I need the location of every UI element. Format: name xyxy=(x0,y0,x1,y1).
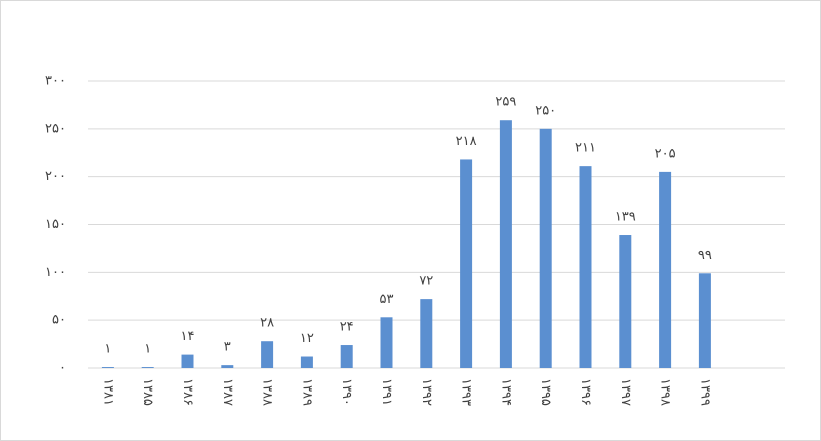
value-label: ۱۴ xyxy=(181,329,195,344)
x-tick-label: ۱۳۹۳ xyxy=(459,378,474,406)
value-label: ۲۱۱ xyxy=(575,141,596,156)
value-label: ۲۴ xyxy=(340,320,354,335)
value-label: ۲۵۹ xyxy=(495,95,516,110)
x-tick-label: ۱۳۹۴ xyxy=(498,378,513,406)
value-label: ۱۳۹ xyxy=(615,210,636,225)
x-tick-label: ۱۳۹۱ xyxy=(379,378,394,406)
x-tick-label: ۱۳۹۸ xyxy=(658,378,673,406)
bar xyxy=(579,166,592,368)
value-label: ۳ xyxy=(224,340,231,355)
bar xyxy=(181,354,194,368)
bar xyxy=(141,367,154,368)
bar xyxy=(101,367,114,368)
x-tick-label: ۱۳۸۱ xyxy=(100,378,115,406)
x-tick-label: ۱۳۹۷ xyxy=(618,378,633,406)
value-label: ۱ xyxy=(144,342,151,357)
bar xyxy=(300,356,313,368)
bar xyxy=(380,317,393,368)
y-tick-label: ۱۰۰ xyxy=(45,265,66,280)
y-tick-label: ۵۰ xyxy=(52,313,66,328)
y-tick-label: ۰ xyxy=(59,361,66,376)
value-label: ۲۰۵ xyxy=(655,146,676,161)
x-tick-label: ۱۳۸۶ xyxy=(180,378,195,406)
value-label: ۲۵۰ xyxy=(535,103,556,118)
x-tick-label: ۱۳۹۰ xyxy=(339,378,354,406)
value-label: ۲۸ xyxy=(260,316,274,331)
value-label: ۲۱۸ xyxy=(456,134,477,149)
bar xyxy=(619,235,632,368)
y-tick-label: ۱۵۰ xyxy=(45,217,66,232)
y-tick-label: ۲۵۰ xyxy=(45,121,66,136)
bar xyxy=(420,299,433,368)
value-label: ۹۹ xyxy=(698,248,712,263)
value-label: ۵۳ xyxy=(380,292,394,307)
x-tick-label: ۱۳۸۸ xyxy=(260,378,275,406)
x-tick-label: ۱۳۸۷ xyxy=(220,378,235,406)
value-label: ۱ xyxy=(104,342,111,357)
x-tick-label: ۱۳۹۵ xyxy=(538,378,553,406)
x-tick-label: ۱۳۹۹ xyxy=(697,378,712,406)
bar xyxy=(499,120,512,369)
y-tick-label: ۳۰۰ xyxy=(45,74,66,89)
bar xyxy=(221,365,234,368)
x-tick-label: ۱۳۹۲ xyxy=(419,378,434,406)
bar xyxy=(261,341,274,368)
bar xyxy=(698,273,711,368)
value-label: ۷۲ xyxy=(419,274,433,289)
x-tick-label: ۱۳۸۵ xyxy=(140,378,155,406)
bar xyxy=(539,128,552,368)
value-label: ۱۲ xyxy=(300,331,314,346)
y-tick-label: ۲۰۰ xyxy=(45,169,66,184)
x-tick-label: ۱۳۹۶ xyxy=(578,378,593,406)
bar xyxy=(460,159,473,368)
x-tick-label: ۱۳۸۹ xyxy=(299,378,314,406)
bar xyxy=(659,171,672,368)
bar xyxy=(340,345,353,368)
